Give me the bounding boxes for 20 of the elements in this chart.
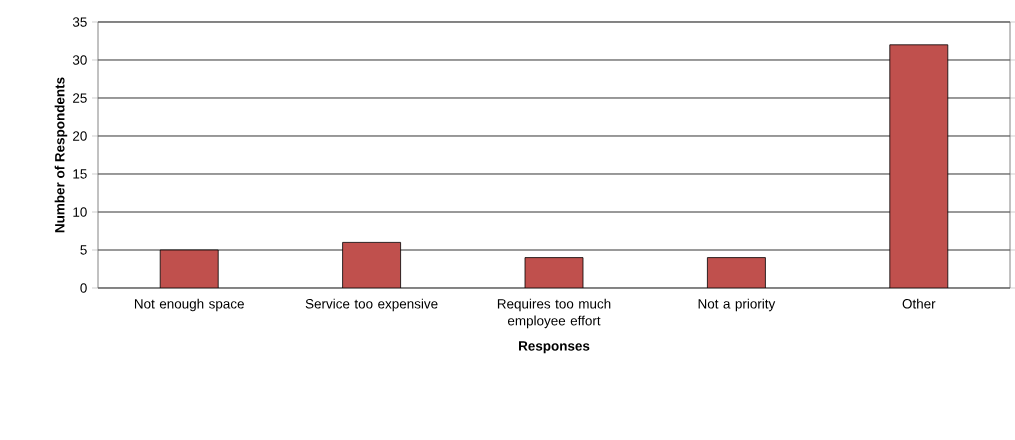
y-tick-label: 0 [80,283,87,293]
x-tick-label: Not enough space [134,298,244,312]
x-tick-label: Not a priority [698,298,776,312]
y-tick-label: 35 [72,17,87,27]
y-tick-label: 10 [73,207,87,217]
bar [342,242,401,288]
bar [159,249,219,288]
bar [524,257,584,288]
y-tick-label: 5 [80,245,87,255]
bar [889,44,949,288]
y-axis-title: Number of Respondents [54,77,68,233]
x-axis-title: Responses [519,341,590,354]
x-tick-label: Other [902,298,936,309]
x-tick-label: Service too expensive [305,298,438,312]
y-tick-label: 25 [73,93,87,103]
y-tick-label: 15 [73,169,87,179]
bar [707,257,766,288]
x-tick-label: Requires too much employee effort [497,298,611,329]
y-tick-label: 20 [73,131,87,141]
y-tick-label: 30 [72,55,87,65]
